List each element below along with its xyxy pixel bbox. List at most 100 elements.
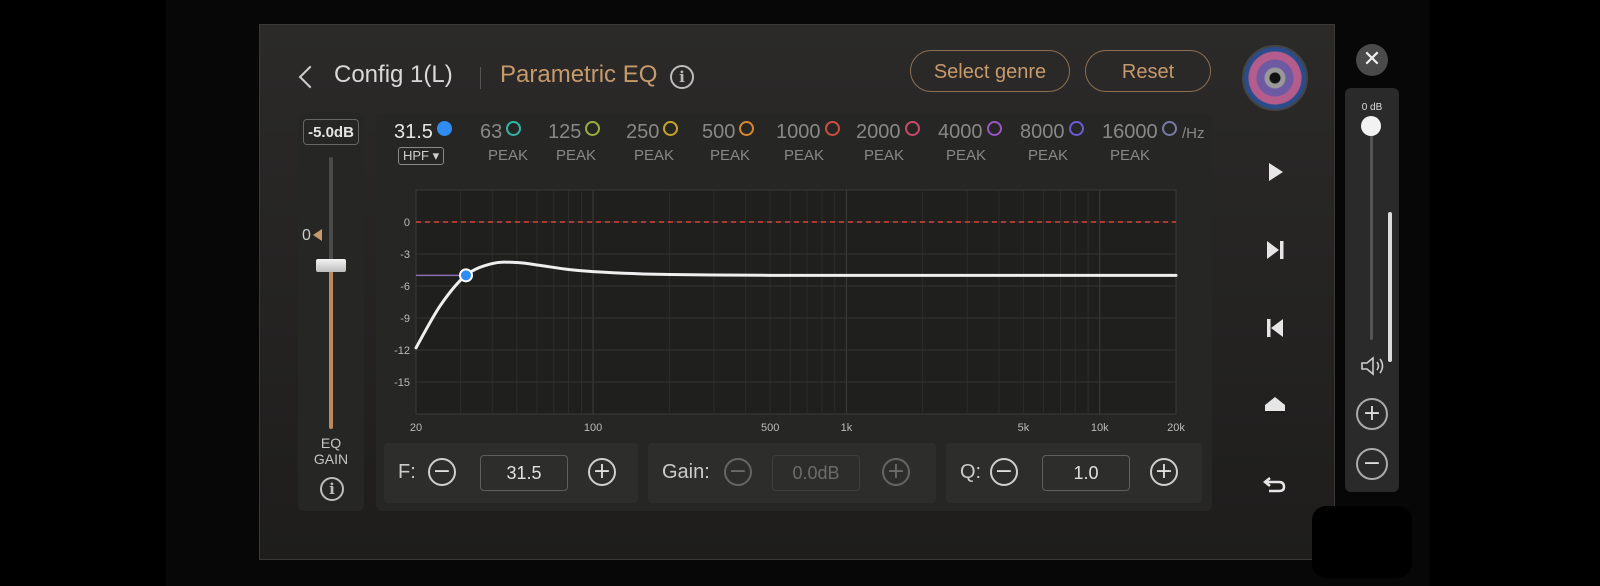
volume-scroll-bar [1388,212,1392,362]
band-125[interactable]: 125 PEAK [548,121,628,171]
band-filter-type: PEAK [945,147,987,164]
header-bar: Config 1(L) Parametric EQ i Select genre… [260,25,1334,125]
volume-down-button[interactable]: − [1356,448,1388,480]
band-63[interactable]: 63 PEAK [480,121,560,171]
zero-marker-label: 0 [302,227,311,244]
band-frequency-label: 125 [548,121,582,143]
album-art[interactable] [1242,45,1308,111]
gain-slider-track [329,157,333,269]
gain-slider-fill [329,269,333,429]
q-control: Q: − 1.0 + [946,443,1202,503]
band-31.5[interactable]: 31.5 HPF ▾ [394,121,474,171]
volume-slider-thumb[interactable] [1361,116,1381,136]
band-16000[interactable]: 16000 PEAK [1102,121,1182,171]
band-filter-type: PEAK [633,147,675,164]
band-color-icon [506,121,522,136]
gain-control: Gain: − 0.0dB + [648,443,936,503]
band-filter-type[interactable]: HPF ▾ [398,147,445,165]
home-icon[interactable] [1260,391,1290,421]
band-color-icon [1068,121,1084,136]
band-frequency-label: 1000 [776,121,821,143]
band-color-icon [904,121,920,136]
eq-gain-label-line1: EQ [320,435,342,451]
q-value-field[interactable]: 1.0 [1042,455,1130,491]
band-frequency-label: 4000 [938,121,983,143]
close-button[interactable]: ✕ [1356,44,1388,76]
x-tick-label: 5k [1018,422,1030,434]
back-arrow-icon[interactable] [296,61,320,91]
band-filter-type: PEAK [863,147,905,164]
band-color-icon [585,121,601,136]
gain-decrease-button[interactable]: − [724,458,752,486]
band-filter-type: PEAK [709,147,751,164]
band-8000[interactable]: 8000 PEAK [1020,121,1100,171]
reset-button[interactable]: Reset [1085,50,1211,92]
band-filter-type: PEAK [1027,147,1069,164]
band-filter-type: PEAK [783,147,825,164]
frequency-decrease-button[interactable]: − [428,458,456,486]
band-filter-type: PEAK [487,147,529,164]
hz-unit-label: /Hz [1182,125,1205,142]
band-color-icon [986,121,1002,136]
y-tick-label: -9 [400,313,410,325]
frequency-control: F: − 31.5 + [384,443,638,503]
select-genre-button[interactable]: Select genre [910,50,1070,92]
y-tick-label: 0 [404,217,410,229]
band-filter-type: PEAK [555,147,597,164]
volume-slider-track [1370,128,1373,340]
q-increase-button[interactable]: + [1150,458,1178,486]
parametric-eq-title: Parametric EQ [500,61,658,88]
info-icon[interactable]: i [670,65,694,89]
q-decrease-button[interactable]: − [990,458,1018,486]
x-tick-label: 20k [1167,422,1185,434]
band-frequency-label: 250 [626,121,660,143]
band-250[interactable]: 250 PEAK [626,121,706,171]
band-frequency-label: 8000 [1020,121,1065,143]
band-frequency-label: 500 [702,121,736,143]
band-frequency-label: 16000 [1102,121,1158,143]
return-icon[interactable] [1260,469,1290,499]
gain-slider-thumb[interactable] [316,259,346,272]
band-4000[interactable]: 4000 PEAK [938,121,1018,171]
y-tick-label: -12 [394,345,410,357]
eq-response-curve [414,260,1178,350]
gain-label: Gain: [662,461,710,483]
frequency-value-field[interactable]: 31.5 [480,455,568,491]
config-title: Config 1(L) [334,61,453,88]
band-color-icon [436,121,452,136]
band-color-icon [663,121,679,136]
band-color-icon [824,121,840,136]
y-tick-label: -15 [394,377,410,389]
zero-marker-icon [313,229,322,241]
band-filter-type: PEAK [1109,147,1151,164]
title-divider [480,67,481,89]
gain-value-field[interactable]: 0.0dB [772,455,860,491]
eq-app-window: Config 1(L) Parametric EQ i Select genre… [259,24,1335,560]
band-500[interactable]: 500 PEAK [702,121,782,171]
band-frequency-label: 2000 [856,121,901,143]
band-frequency-label: 31.5 [394,121,433,143]
x-tick-label: 500 [761,422,779,434]
frequency-increase-button[interactable]: + [588,458,616,486]
eq-response-chart[interactable]: 0 -3 -6 -9 -12 -15 20 100 500 1k 5k 10k 20k [378,180,1208,446]
x-tick-label: 20 [410,422,422,434]
y-tick-label: -6 [400,281,410,293]
eq-gain-panel: -5.0dB 0 EQ GAIN i [298,113,364,511]
band-control-point[interactable] [458,268,473,283]
y-tick-label: -3 [400,249,410,261]
volume-panel: 0 dB + − [1345,88,1399,492]
band-2000[interactable]: 2000 PEAK [856,121,936,171]
previous-track-icon[interactable] [1260,313,1290,343]
band-1000[interactable]: 1000 PEAK [776,121,856,171]
volume-up-button[interactable]: + [1356,398,1388,430]
eq-gain-value: -5.0dB [303,119,359,145]
speaker-icon [1361,356,1384,376]
eq-gain-label-line2: GAIN [313,451,349,467]
gain-increase-button[interactable]: + [882,458,910,486]
frequency-label: F: [398,461,416,483]
x-tick-label: 10k [1091,422,1109,434]
band-color-icon [739,121,755,136]
play-icon[interactable] [1260,157,1290,187]
gain-info-icon[interactable]: i [320,477,344,501]
next-track-icon[interactable] [1260,235,1290,265]
